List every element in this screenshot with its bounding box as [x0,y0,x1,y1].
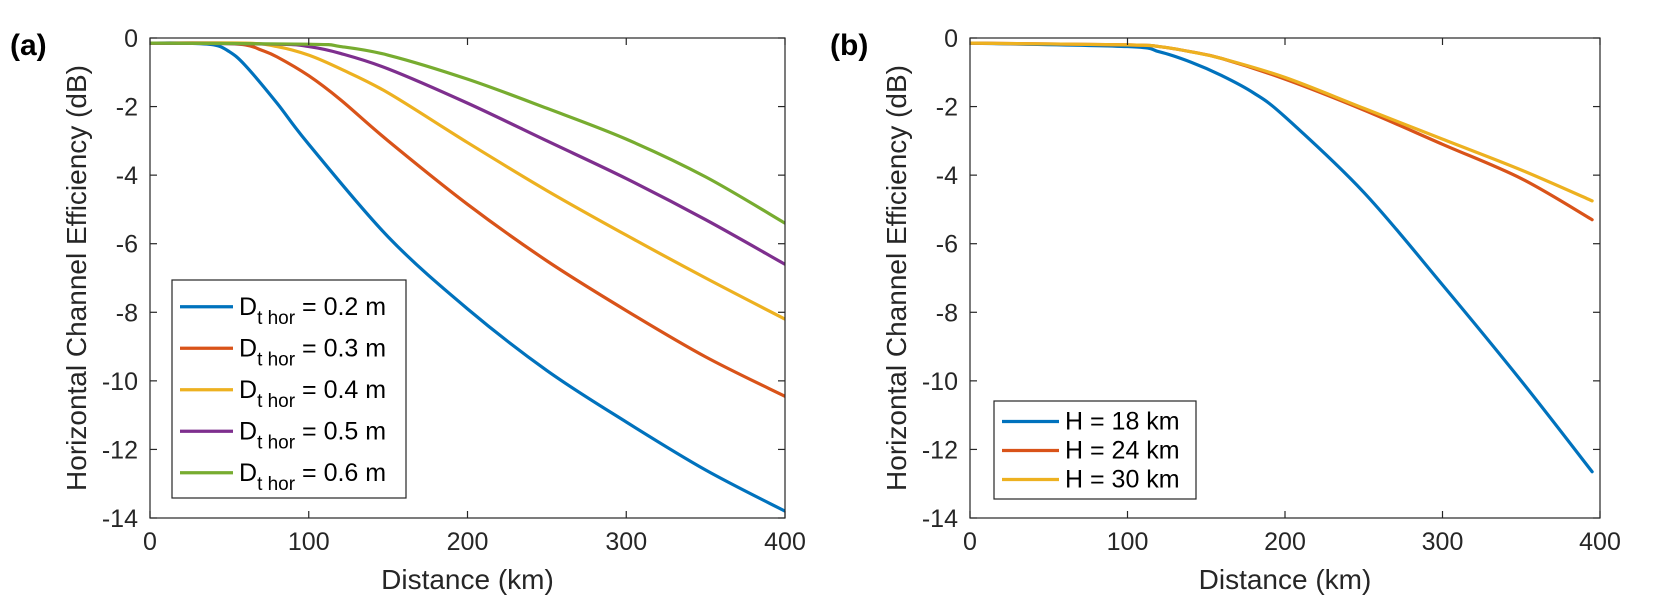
x-tick-label: 300 [605,528,647,556]
y-tick-label: -2 [936,94,958,122]
legend-entry-3: Dt hor = 0.4 m [239,376,386,412]
y-tick-label: 0 [124,25,138,53]
series-line-3 [970,41,1594,203]
y-axis-label: Horizontal Channel Efficiency (dB) [61,65,92,491]
chart-panel-b: 0 100 200 300 400 0 -2 -4 -6 -8 -10 -12 -14 Distance … [830,25,1621,595]
legend-entry-2: Dt hor = 0.3 m [239,334,386,370]
legend: H = 18 kmH = 24 kmH = 30 km [993,400,1197,500]
y-tick-label: -6 [936,231,958,259]
y-tick-label: -10 [922,368,958,396]
x-tick-label: 200 [447,528,489,556]
x-tick-label: 100 [1107,528,1149,556]
x-tick-label: 200 [1264,528,1306,556]
y-tick-label: -4 [936,162,958,190]
x-tick-label: 300 [1422,528,1464,556]
x-tick-label: 100 [288,528,330,556]
legend-entry-1: H = 18 km [1065,408,1180,436]
y-axis-label: Horizontal Channel Efficiency (dB) [881,65,912,491]
series-line-1 [970,41,1594,474]
y-tick-label: -4 [116,162,138,190]
legend-entry-1: Dt hor = 0.2 m [239,293,386,329]
legend-entry-5: Dt hor = 0.6 m [239,459,386,495]
y-tick-label: -6 [116,231,138,259]
y-tick-label: -14 [102,505,138,533]
series-line-1 [150,41,785,513]
chart-panel-a: 0 100 200 300 400 0 -2 -4 -6 -8 -10 -12 -14 Distance … [10,25,806,595]
series-group [970,41,1594,474]
y-tick-label: -14 [922,505,958,533]
y-tick-label: -8 [116,299,138,327]
y-tick-label: -12 [102,436,138,464]
x-tick-label: 400 [764,528,806,556]
y-tick-label: 0 [944,25,958,53]
legend: Dt hor = 0.2 m Dt hor = 0.3 m Dt hor = 0.4… [171,279,407,499]
legend-box [171,279,407,499]
series-group [150,41,785,513]
y-tick-label: -10 [102,368,138,396]
x-tick-label: 0 [963,528,977,556]
legend-entry-3: H = 30 km [1065,466,1180,494]
legend-entry-2: H = 24 km [1065,437,1180,465]
legend-entry-4: Dt hor = 0.5 m [239,417,386,453]
y-tick-label: -8 [936,299,958,327]
y-tick-label: -12 [922,436,958,464]
x-axis-label: Distance (km) [381,564,554,595]
x-axis-label: Distance (km) [1199,564,1372,595]
x-tick-label: 0 [143,528,157,556]
panel-label: (a) [10,29,47,62]
y-tick-label: -2 [116,94,138,122]
panel-label: (b) [830,29,868,62]
x-tick-label: 400 [1579,528,1621,556]
